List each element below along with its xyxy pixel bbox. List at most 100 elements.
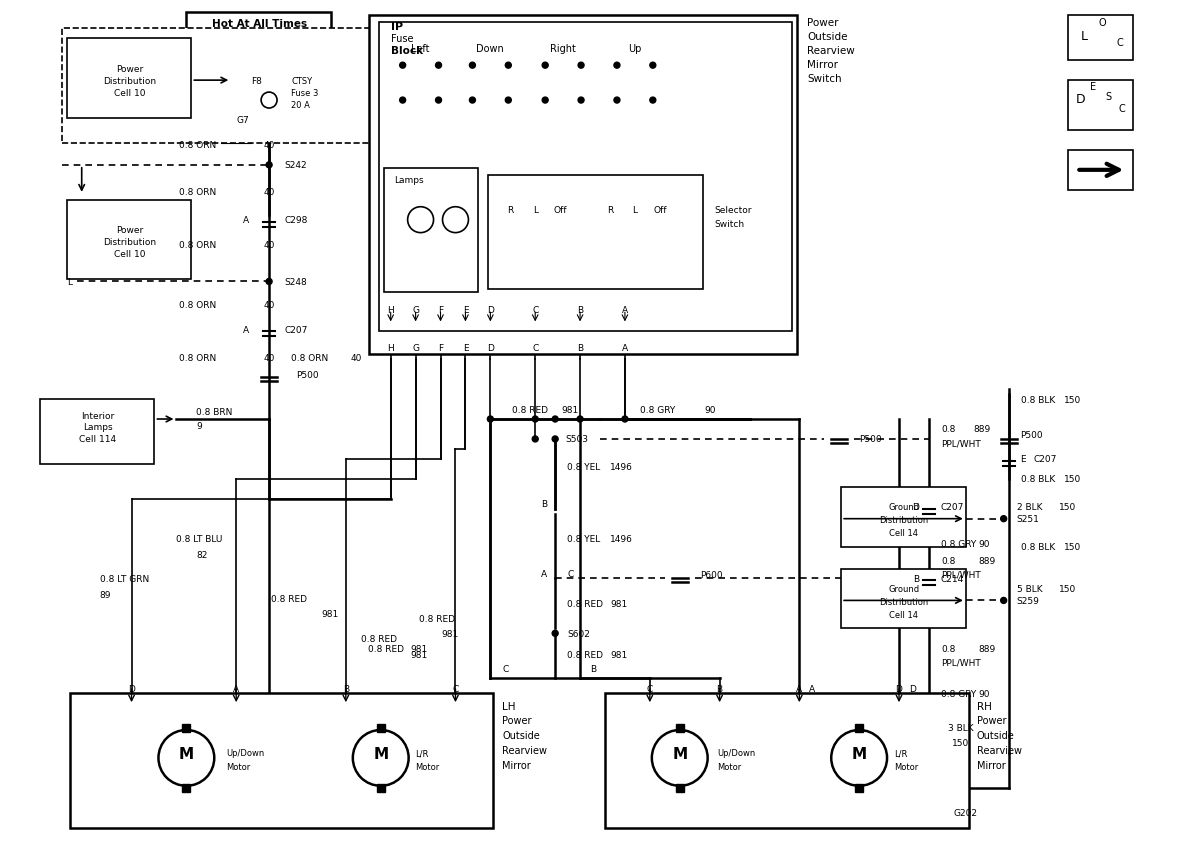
Text: 0.8 RED: 0.8 RED [512, 405, 548, 414]
Text: Off: Off [653, 206, 666, 215]
Text: 1496: 1496 [610, 534, 632, 544]
Text: 889: 889 [979, 644, 996, 653]
Text: C: C [647, 684, 653, 693]
Text: Right: Right [550, 44, 576, 54]
Circle shape [832, 730, 887, 786]
Text: B: B [590, 664, 596, 673]
Text: PPL/WHT: PPL/WHT [941, 658, 980, 667]
Text: 981: 981 [410, 644, 428, 653]
Text: Hot At All Times: Hot At All Times [211, 19, 307, 30]
Circle shape [542, 63, 548, 69]
Text: P600: P600 [700, 571, 722, 579]
Text: 0.8 ORN: 0.8 ORN [179, 241, 216, 250]
Text: E: E [463, 306, 468, 315]
Text: 0.8 ORN: 0.8 ORN [179, 141, 216, 150]
Text: A: A [244, 326, 250, 334]
Text: 90: 90 [704, 405, 715, 414]
Bar [61, 30, 406, 143]
Text: Rearview: Rearview [808, 46, 856, 57]
Text: B: B [343, 684, 349, 693]
Text: F: F [438, 344, 443, 352]
Text: 981: 981 [320, 609, 338, 618]
Text: Off: Off [553, 206, 566, 215]
Text: 150: 150 [952, 738, 970, 748]
Text: 40: 40 [263, 188, 275, 197]
Text: 0.8 BLK: 0.8 BLK [1021, 395, 1055, 404]
Text: 5 BLK: 5 BLK [1016, 584, 1043, 593]
Circle shape [578, 98, 584, 104]
Text: 0.8 GRY: 0.8 GRY [941, 689, 976, 698]
Text: L: L [632, 206, 637, 215]
Text: 981: 981 [442, 629, 458, 638]
Text: D: D [912, 503, 919, 511]
Text: M: M [179, 747, 194, 761]
Text: D: D [895, 684, 902, 693]
Text: 40: 40 [263, 300, 275, 310]
Text: H: H [388, 306, 394, 315]
Text: Up/Down: Up/Down [227, 749, 264, 758]
Text: D: D [487, 344, 493, 352]
Text: Motor: Motor [227, 762, 251, 771]
Bar [377, 724, 385, 732]
Text: B: B [577, 306, 583, 315]
Text: S503: S503 [565, 435, 588, 444]
Text: 889: 889 [979, 556, 996, 565]
Text: 0.8 ORN: 0.8 ORN [292, 354, 329, 362]
Text: 981: 981 [610, 650, 628, 659]
Circle shape [533, 436, 539, 442]
Bar [1068, 16, 1133, 61]
Text: C: C [452, 684, 458, 693]
Bar [841, 569, 966, 629]
Text: 0.8 LT GRN: 0.8 LT GRN [100, 574, 149, 583]
Text: Outside: Outside [977, 730, 1014, 740]
Text: E: E [1091, 82, 1097, 92]
Text: Rearview: Rearview [503, 745, 547, 755]
Circle shape [542, 98, 548, 104]
Text: 82: 82 [197, 550, 208, 560]
Bar [377, 784, 385, 792]
Text: Motor: Motor [415, 762, 440, 771]
Text: 981: 981 [610, 599, 628, 609]
Text: IP: IP [391, 22, 403, 32]
Text: Fuse: Fuse [391, 35, 413, 44]
Text: Lamps: Lamps [83, 423, 113, 432]
Text: Cell 14: Cell 14 [889, 610, 918, 619]
Text: G: G [412, 344, 419, 352]
Text: 1496: 1496 [610, 463, 632, 472]
Text: 0.8 RED: 0.8 RED [420, 614, 456, 623]
Text: Distribution: Distribution [880, 516, 929, 525]
Text: M: M [852, 747, 866, 761]
Text: Down: Down [476, 44, 504, 54]
Text: Left: Left [412, 44, 430, 54]
Text: G: G [412, 306, 419, 315]
Text: Distribution: Distribution [103, 238, 156, 246]
Text: Up/Down: Up/Down [718, 749, 756, 758]
Text: Distribution: Distribution [880, 598, 929, 606]
Circle shape [400, 63, 406, 69]
Text: 40: 40 [350, 354, 362, 362]
Text: Ground: Ground [888, 503, 919, 511]
Circle shape [577, 417, 583, 423]
Text: P500: P500 [859, 435, 882, 444]
Circle shape [614, 63, 620, 69]
Text: 150: 150 [1063, 474, 1081, 484]
Circle shape [1001, 598, 1007, 603]
Text: 150: 150 [1063, 395, 1081, 404]
Text: 0.8 BLK: 0.8 BLK [1021, 474, 1055, 484]
Text: 0.8 BLK: 0.8 BLK [1021, 543, 1055, 551]
Text: 20 A: 20 A [292, 100, 310, 110]
Text: A: A [797, 684, 803, 693]
Text: RH: RH [977, 701, 991, 711]
Text: Switch: Switch [808, 74, 842, 84]
Text: A: A [622, 306, 628, 315]
Circle shape [469, 63, 475, 69]
Text: M: M [672, 747, 688, 761]
Text: Mirror: Mirror [977, 760, 1006, 770]
Text: C298: C298 [284, 216, 307, 225]
Text: H: H [388, 344, 394, 352]
Text: Power: Power [977, 715, 1007, 725]
Text: A: A [541, 570, 547, 578]
Circle shape [552, 436, 558, 442]
Bar [1068, 151, 1133, 191]
Bar [70, 693, 493, 828]
